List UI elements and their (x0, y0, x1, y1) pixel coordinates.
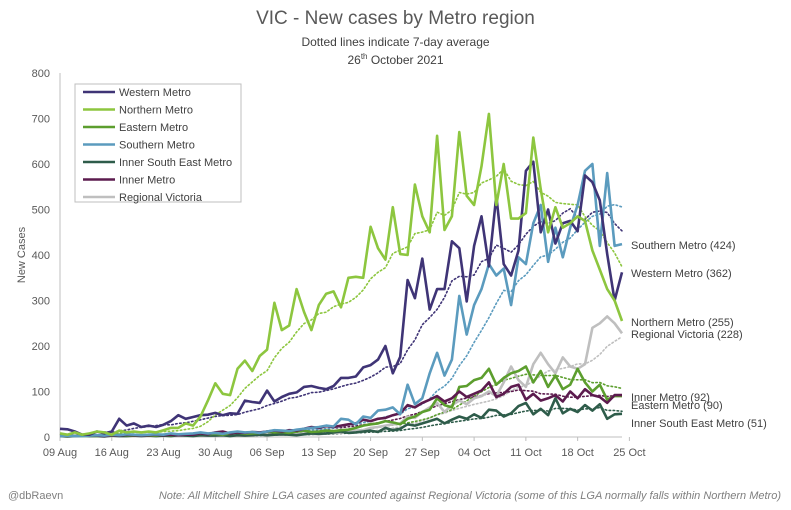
author-handle: @dbRaevn (8, 490, 64, 502)
y-tick-label: 0 (44, 432, 50, 444)
avg-line-western-metro (103, 207, 623, 434)
x-tick-label: 30 Aug (198, 447, 232, 459)
x-tick-label: 13 Sep (301, 447, 336, 459)
x-tick-label: 20 Sep (353, 447, 388, 459)
legend-label: Regional Victoria (119, 192, 203, 204)
y-tick-label: 600 (32, 159, 50, 171)
end-label: Western Metro (362) (631, 268, 732, 280)
end-label: Southern Metro (424) (631, 240, 736, 252)
y-tick-label: 800 (32, 68, 50, 80)
x-tick-label: 04 Oct (458, 447, 490, 459)
legend-label: Inner Metro (119, 175, 175, 187)
series-line-northern-metro (59, 112, 624, 436)
date-suffix: th (360, 52, 368, 61)
x-tick-label: 25 Oct (613, 447, 645, 459)
legend-box (74, 83, 242, 203)
chart-title: VIC - New cases by Metro region (256, 8, 535, 29)
y-tick-label: 700 (32, 114, 50, 126)
footnote: Note: All Mitchell Shire LGA cases are c… (158, 490, 781, 502)
x-tick-label: 18 Oct (561, 447, 593, 459)
x-tick-label: 16 Aug (95, 447, 129, 459)
date-rest: October 2021 (367, 53, 444, 67)
x-tick-label: 06 Sep (250, 447, 285, 459)
chart-subtitle: Dotted lines indicate 7-day average (301, 35, 490, 49)
legend-label: Inner South East Metro (119, 157, 232, 169)
y-tick-label: 400 (32, 250, 50, 262)
end-label: Inner Metro (92) (631, 392, 710, 404)
y-axis-label: New Cases (16, 226, 28, 283)
legend-label: Western Metro (119, 87, 191, 99)
date-day: 26 (347, 53, 361, 67)
chart-date: 26th October 2021 (0, 52, 791, 67)
series-line-western-metro (59, 160, 624, 436)
x-tick-label: 09 Aug (43, 447, 77, 459)
x-tick-label: 11 Oct (510, 447, 542, 459)
y-tick-label: 300 (32, 296, 50, 308)
legend-label: Eastern Metro (119, 122, 188, 134)
x-tick-label: 27 Sep (405, 447, 440, 459)
y-tick-label: 100 (32, 387, 50, 399)
y-tick-label: 500 (32, 205, 50, 217)
end-label: Regional Victoria (228) (631, 329, 743, 341)
series-line-southern-metro (59, 162, 623, 438)
end-label: Eastern Metro (90) (631, 400, 723, 412)
legend-label: Northern Metro (119, 105, 193, 117)
legend-label: Southern Metro (119, 140, 195, 152)
end-label: Northern Metro (255) (631, 317, 734, 329)
x-tick-label: 23 Aug (146, 447, 180, 459)
end-label: Inner South East Metro (51) (631, 418, 767, 430)
y-tick-label: 200 (32, 341, 50, 353)
